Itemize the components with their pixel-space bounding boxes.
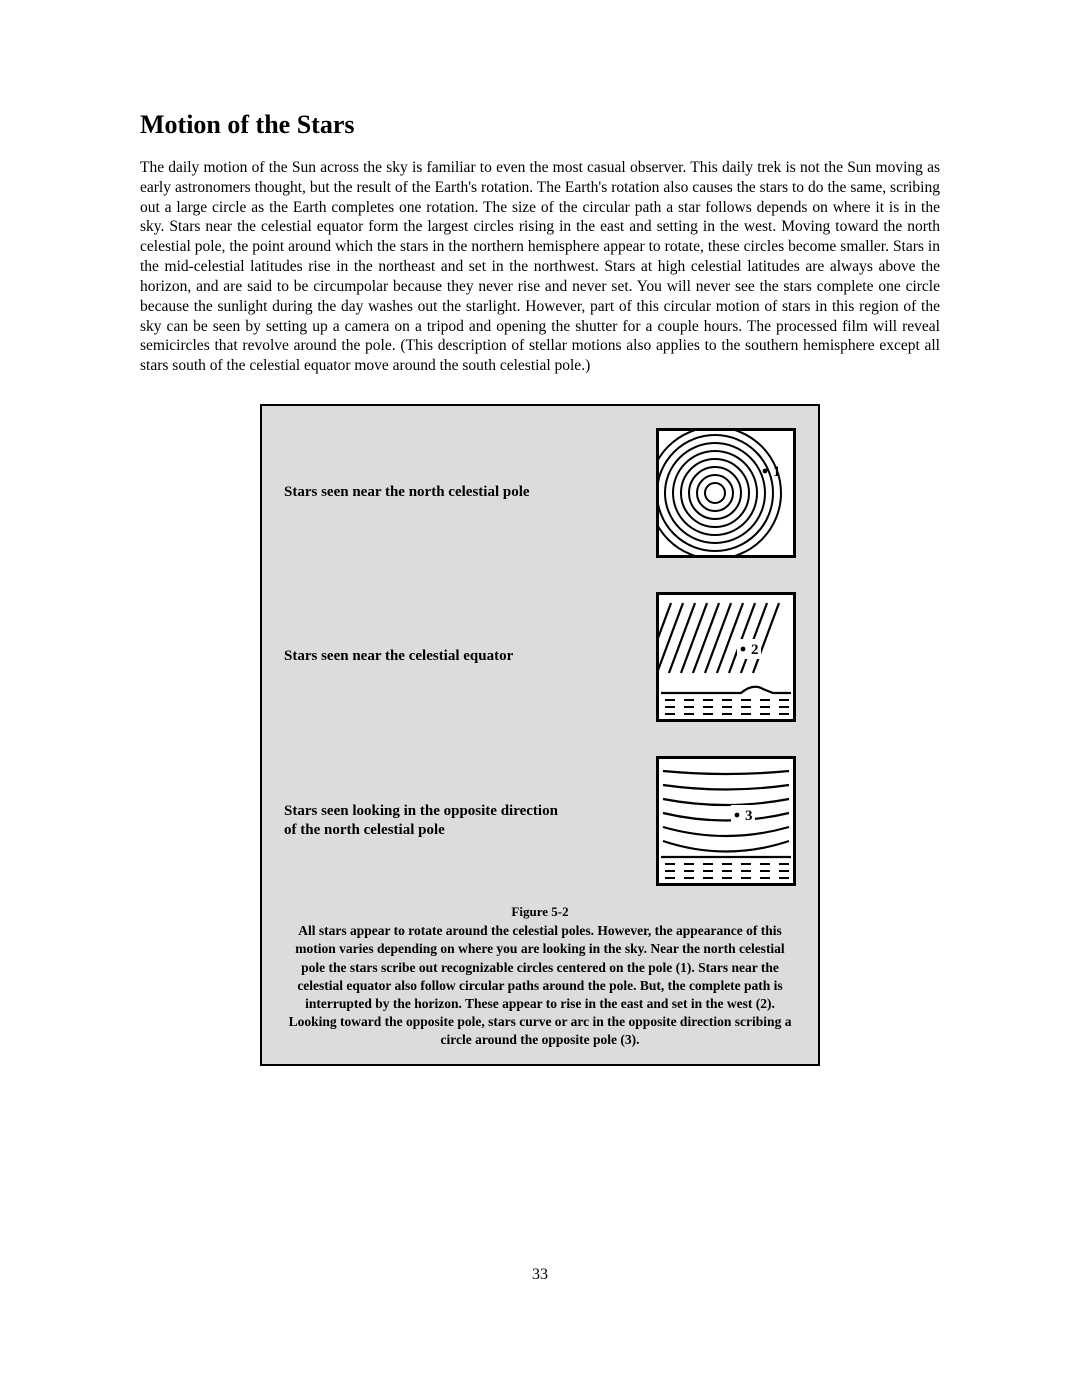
panel-2-diagram: 2 bbox=[656, 592, 796, 722]
page: Motion of the Stars The daily motion of … bbox=[140, 0, 940, 1324]
svg-text:2: 2 bbox=[751, 642, 759, 658]
figure-caption: All stars appear to rotate around the ce… bbox=[284, 922, 796, 1050]
diagonal-trails-icon: 2 bbox=[659, 595, 793, 719]
svg-text:1: 1 bbox=[773, 464, 781, 480]
figure-panel-1: Stars seen near the north celestial pole… bbox=[284, 428, 796, 558]
page-title: Motion of the Stars bbox=[140, 110, 940, 140]
panel-1-label: Stars seen near the north celestial pole bbox=[284, 483, 530, 503]
page-number: 33 bbox=[140, 1266, 940, 1284]
concentric-circles-icon: 1 bbox=[659, 431, 793, 555]
panel-3-diagram: 3 bbox=[656, 756, 796, 886]
figure-panel-3: Stars seen looking in the opposite direc… bbox=[284, 756, 796, 886]
panel-2-label: Stars seen near the celestial equator bbox=[284, 647, 513, 667]
figure-box: Stars seen near the north celestial pole… bbox=[260, 404, 820, 1066]
figure-number: Figure 5-2 bbox=[284, 904, 796, 920]
panel-1-diagram: 1 bbox=[656, 428, 796, 558]
svg-text:3: 3 bbox=[745, 808, 753, 824]
figure-panel-2: Stars seen near the celestial equator 2 bbox=[284, 592, 796, 722]
arcs-icon: 3 bbox=[659, 759, 793, 883]
panel-3-label: Stars seen looking in the opposite direc… bbox=[284, 802, 564, 841]
body-paragraph: The daily motion of the Sun across the s… bbox=[140, 158, 940, 376]
